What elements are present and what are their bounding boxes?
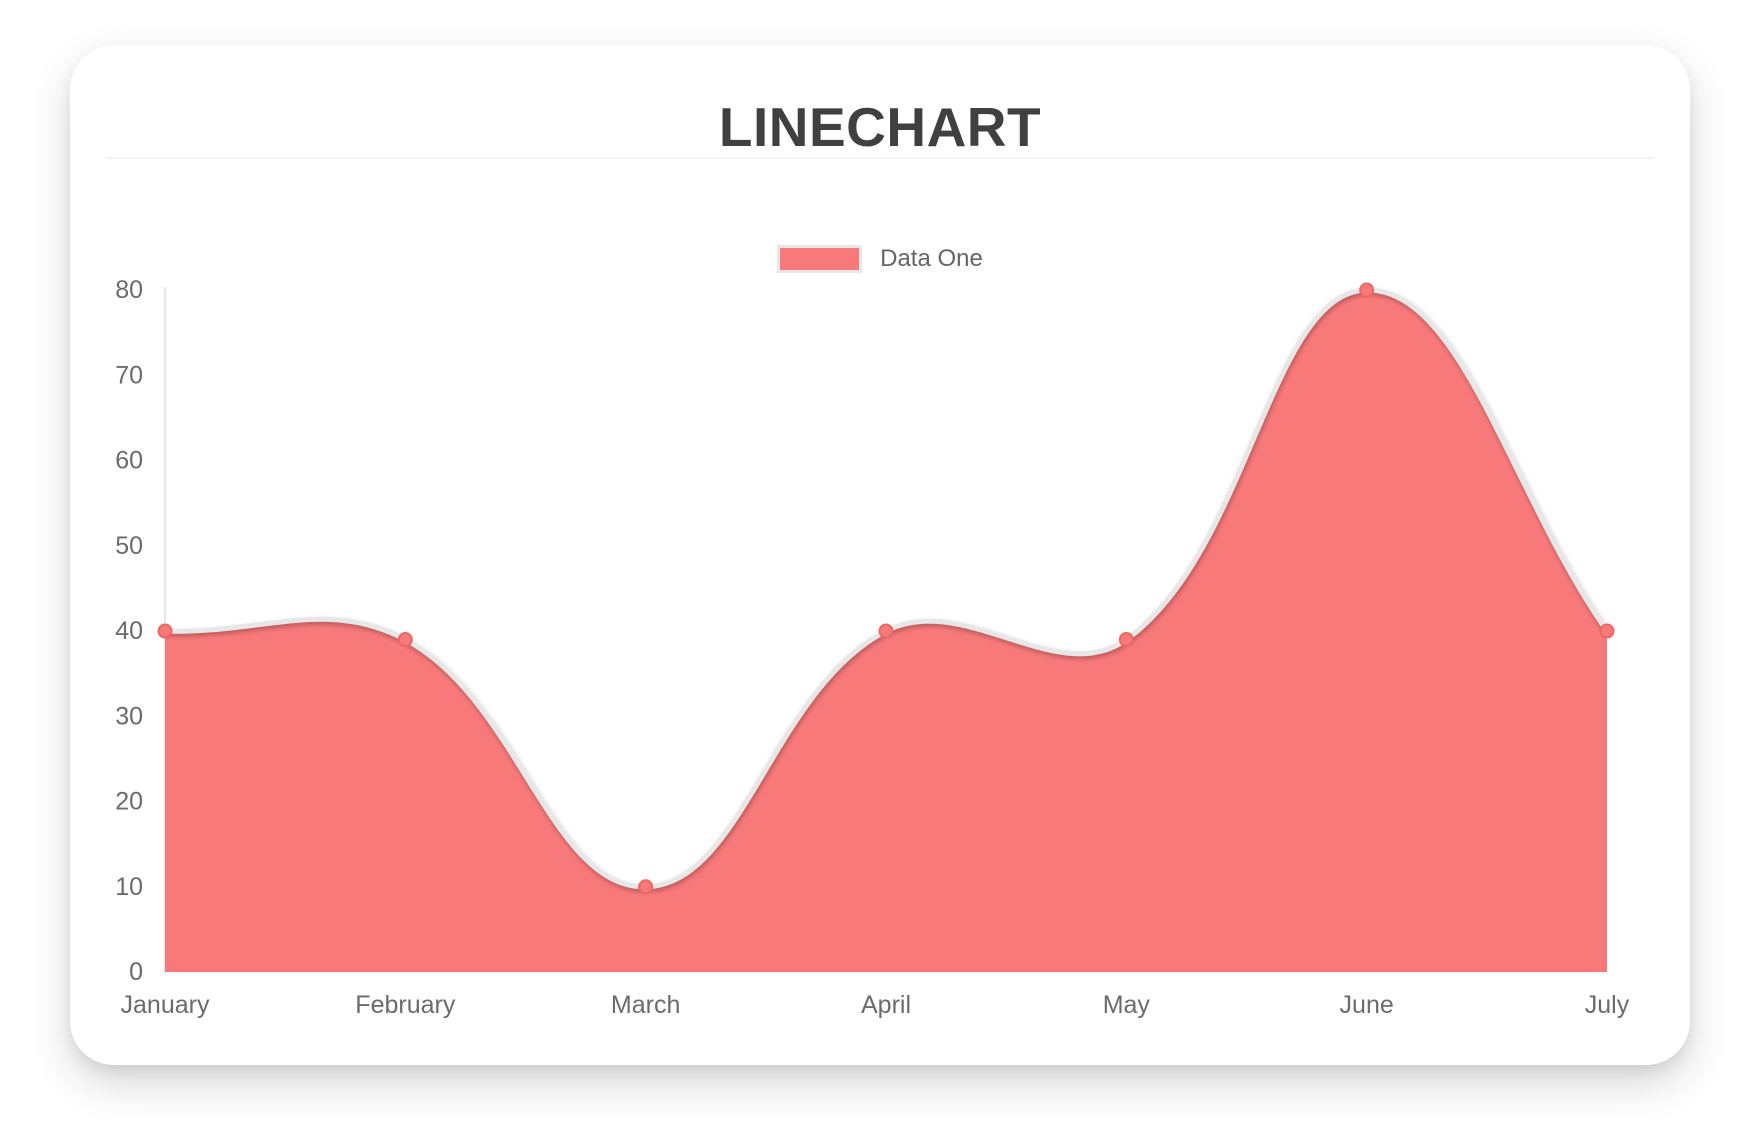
svg-text:March: March [611, 991, 680, 1019]
svg-text:10: 10 [115, 873, 143, 901]
data-points [157, 282, 1615, 895]
data-line [162, 287, 1610, 890]
svg-text:July: July [1585, 991, 1630, 1019]
svg-text:40: 40 [115, 617, 143, 645]
svg-text:February: February [355, 991, 456, 1019]
legend-item-data-one[interactable]: Data One [777, 245, 983, 273]
title-divider [106, 157, 1654, 159]
svg-text:50: 50 [115, 532, 143, 560]
y-tick-labels: 0 10 20 30 40 50 60 70 80 [115, 276, 143, 986]
svg-text:20: 20 [115, 788, 143, 816]
chart-card: LINECHART Data One 0 10 20 30 40 50 60 70 80 Jan… [70, 45, 1690, 1065]
svg-text:30: 30 [115, 702, 143, 730]
svg-text:70: 70 [115, 361, 143, 389]
svg-text:January: January [121, 991, 210, 1019]
svg-text:0: 0 [129, 958, 143, 986]
svg-text:60: 60 [115, 447, 143, 475]
svg-text:May: May [1103, 991, 1151, 1019]
legend: Data One [70, 245, 1690, 273]
line-chart-canvas[interactable]: 0 10 20 30 40 50 60 70 80 January February March Ap… [70, 45, 1690, 1065]
legend-swatch [777, 245, 863, 273]
legend-label: Data One [880, 245, 983, 272]
svg-text:June: June [1340, 991, 1394, 1019]
svg-text:April: April [861, 991, 911, 1019]
x-tick-labels: January February March April May June July [121, 991, 1630, 1019]
chart-title: LINECHART [718, 96, 1042, 158]
svg-text:80: 80 [115, 276, 143, 304]
